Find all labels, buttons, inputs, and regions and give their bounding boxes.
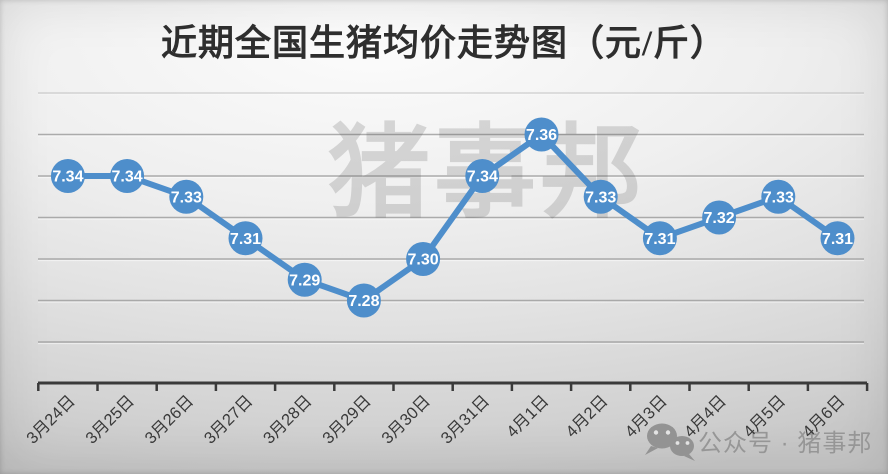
data-point — [346, 283, 381, 318]
x-axis-label: 3月25日 — [82, 392, 138, 448]
data-point — [228, 221, 263, 256]
wechat-icon — [645, 423, 695, 461]
x-axis-label: 3月24日 — [23, 392, 79, 448]
x-axis-label: 3月26日 — [142, 392, 198, 448]
data-point — [406, 242, 441, 276]
x-axis-label: 4月2日 — [562, 392, 611, 441]
data-point — [50, 159, 85, 193]
bottom-watermark: 公众号 · 猪事邦 — [645, 423, 872, 461]
gridlines-layer — [38, 92, 864, 345]
data-point — [287, 262, 322, 297]
data-point — [169, 179, 204, 214]
data-point-label: 7.33 — [585, 189, 616, 206]
data-point — [524, 117, 559, 152]
data-point-label: 7.29 — [289, 272, 320, 289]
data-point-label: 7.30 — [408, 252, 439, 269]
data-point-label: 7.31 — [822, 231, 853, 248]
chart-title: 近期全国生猪均价走势图（元/斤） — [160, 23, 727, 63]
data-point-label: 7.33 — [763, 189, 794, 206]
data-point-label: 7.36 — [526, 127, 557, 144]
data-point — [761, 179, 796, 214]
data-point — [702, 200, 737, 235]
x-axis-label: 3月30日 — [378, 392, 434, 448]
data-point — [465, 159, 500, 193]
x-axis-label: 3月28日 — [260, 392, 316, 448]
x-axis-label: 3月29日 — [319, 392, 375, 448]
data-point-label: 7.32 — [704, 210, 735, 227]
x-axis — [37, 381, 869, 391]
data-point-label: 7.33 — [171, 189, 202, 206]
data-point-label: 7.34 — [467, 169, 498, 186]
data-point-label: 7.34 — [52, 169, 83, 186]
data-point-label: 7.34 — [112, 169, 143, 186]
data-point-label: 7.28 — [348, 293, 379, 310]
data-point-label: 7.31 — [644, 231, 675, 248]
data-point-label: 7.31 — [230, 231, 261, 248]
data-point — [820, 221, 855, 256]
price-series-layer: 7.34 7.34 7.33 7.31 7.29 7.28 7.30 7.34 7.36 7.33… — [50, 117, 855, 318]
x-axis-label: 3月31日 — [438, 392, 494, 448]
bottom-watermark-text: 公众号 · 猪事邦 — [698, 430, 872, 457]
x-axis-label: 3月27日 — [201, 392, 257, 448]
data-point — [583, 179, 618, 214]
data-point — [110, 159, 145, 193]
data-point — [642, 221, 677, 256]
x-axis-label: 4月1日 — [503, 392, 552, 441]
